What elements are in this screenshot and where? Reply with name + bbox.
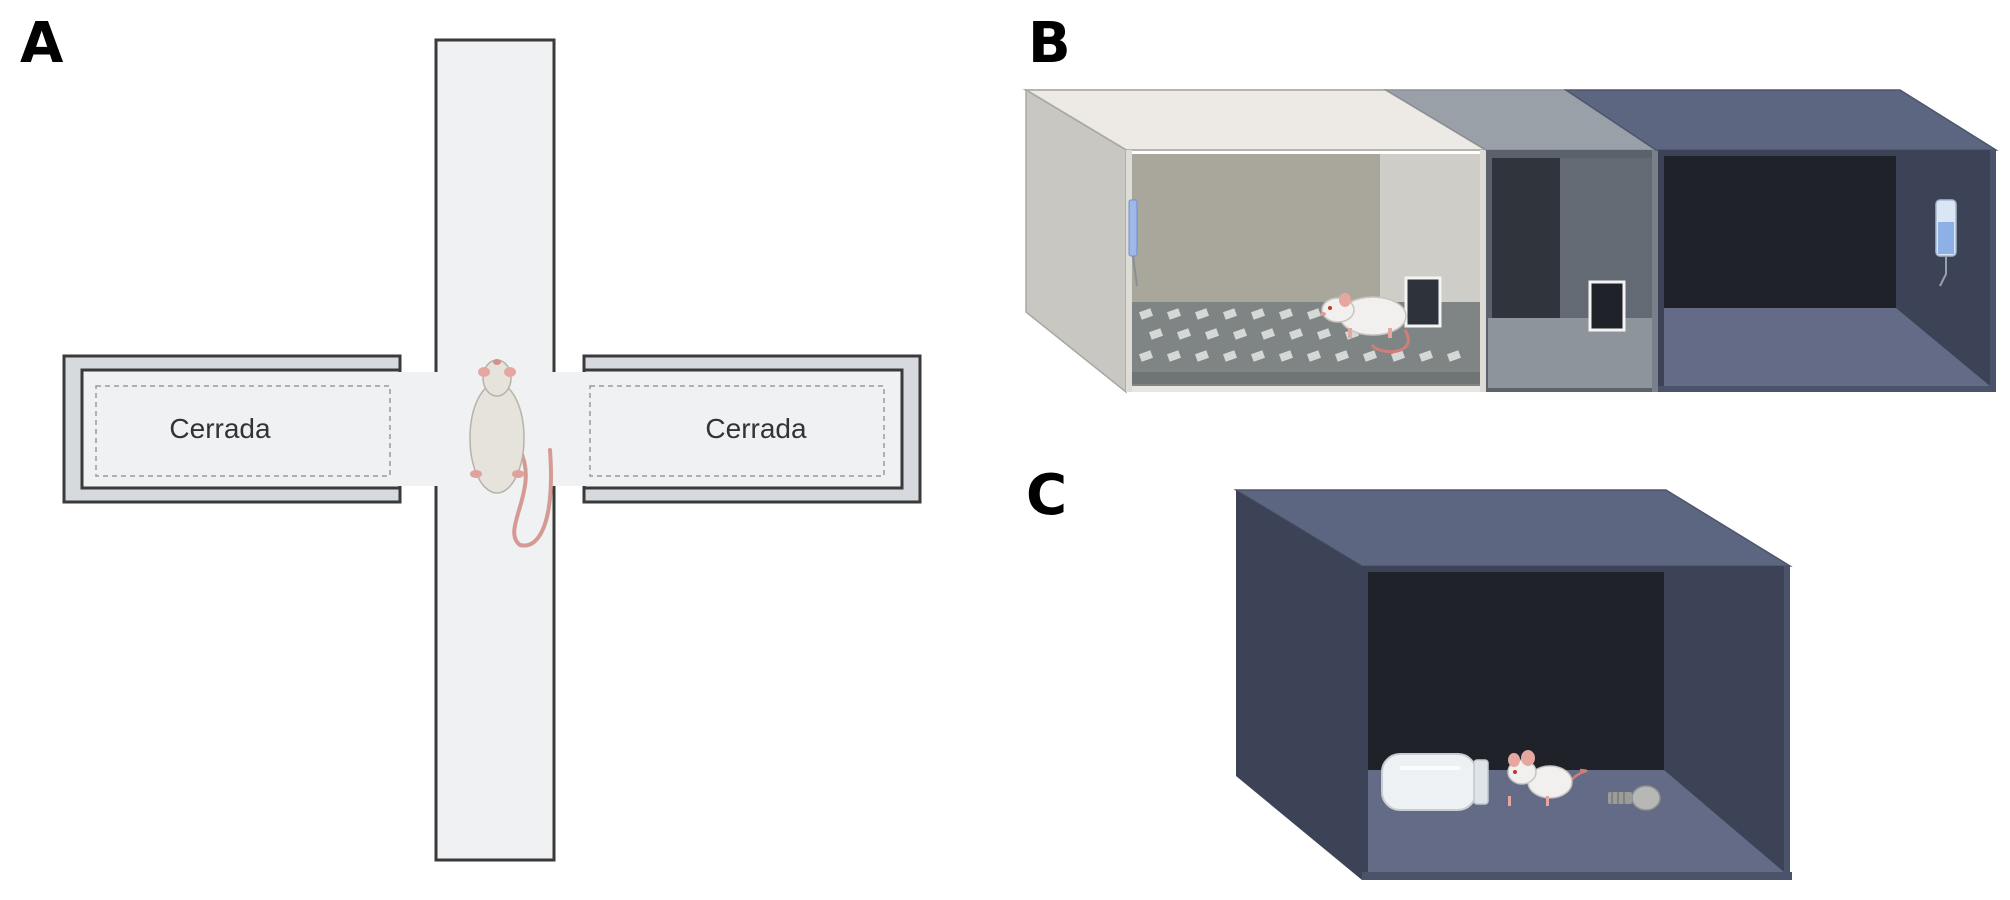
light-dark-box — [1022, 88, 1999, 394]
rat-side-view-icon — [1320, 293, 1410, 354]
glass-jar-icon — [1381, 753, 1489, 811]
panel-label-c: C — [1026, 463, 1067, 528]
closed-arm-left-label: Cerrada — [169, 413, 271, 444]
water-bottle-icon-right — [1935, 199, 1957, 287]
closed-arm-right-label: Cerrada — [705, 413, 807, 444]
panel-label-a: A — [20, 11, 64, 76]
water-bottle-icon-left — [1128, 199, 1138, 287]
closed-arm-left — [62, 354, 402, 504]
plus-maze: Cerrada Cerrada — [62, 38, 922, 862]
object-box-side — [1236, 490, 1362, 880]
dark-compartment-floor — [1664, 308, 1990, 386]
closed-arm-right — [582, 354, 922, 504]
dark-compartment-back — [1664, 156, 1896, 308]
panel-label-b: B — [1028, 11, 1071, 76]
mouse-icon — [1507, 750, 1588, 806]
rat-top-view-icon — [469, 359, 553, 548]
door-opening-1 — [1404, 276, 1442, 328]
object-box — [1233, 489, 1793, 880]
door-opening-2 — [1588, 280, 1626, 332]
light-compartment-back — [1130, 154, 1380, 304]
light-bulb-icon — [1608, 785, 1661, 811]
object-box-back — [1368, 572, 1664, 770]
